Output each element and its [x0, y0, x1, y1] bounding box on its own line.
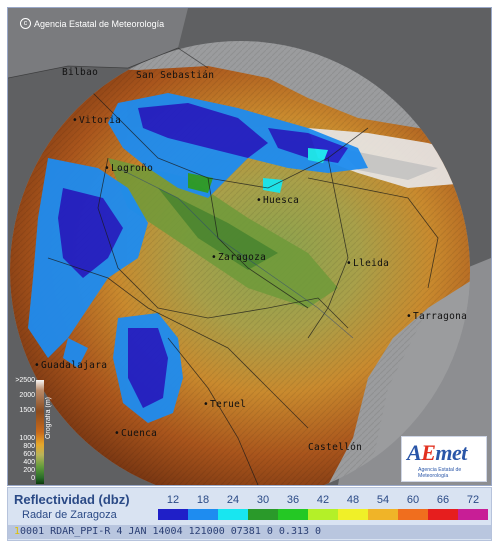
scale-swatch: [368, 509, 398, 520]
scale-swatch: [458, 509, 488, 520]
scale-swatch: [308, 509, 338, 520]
scale-label: 36: [286, 494, 300, 506]
scale-label: 48: [346, 494, 360, 506]
scale-label: 54: [376, 494, 390, 506]
elevation-legend: >2500 2000 1500 1000 800 600 400 200 0 O…: [11, 377, 57, 485]
scale-swatch: [428, 509, 458, 520]
city-label-san-sebastian: San Sebastián: [136, 70, 215, 81]
elevation-tick: 600: [23, 451, 35, 458]
scale-label: 72: [466, 494, 480, 506]
aemet-logo: AEmet Agencia Estatal de Meteorología: [401, 436, 487, 482]
product-info-lead: 1: [14, 526, 21, 537]
city-label-zaragoza: Zaragoza: [211, 252, 266, 263]
city-label-castellon: Castellón: [308, 442, 363, 453]
city-label-teruel: Teruel: [203, 399, 246, 410]
aemet-logo-wordmark: AEmet: [407, 440, 467, 465]
city-label-huesca: Huesca: [256, 195, 299, 206]
product-info-text: 0001 RDAR_PPI-R 4 JAN 14004 121000 07381…: [20, 526, 322, 537]
elevation-tick: 800: [23, 443, 35, 450]
scale-label: 12: [166, 494, 180, 506]
city-label-logrono: Logroño: [104, 163, 153, 174]
scale-swatch: [338, 509, 368, 520]
elevation-tick: 200: [23, 467, 35, 474]
elevation-tick: >2500: [15, 377, 35, 384]
city-label-bilbao: Bilbao: [62, 67, 99, 78]
scale-label: 24: [226, 494, 240, 506]
scale-label: 30: [256, 494, 270, 506]
agency-name: Agencia Estatal de Meteorología: [34, 18, 165, 29]
scale-swatch: [248, 509, 278, 520]
elevation-tick: 1500: [19, 407, 35, 414]
scale-swatch: [278, 509, 308, 520]
scale-swatch: [158, 509, 188, 520]
copyright-notice: c Agencia Estatal de Meteorología: [20, 18, 164, 29]
scale-label: 42: [316, 494, 330, 506]
elevation-legend-label: Orografía (m): [45, 397, 52, 440]
scale-swatch: [398, 509, 428, 520]
scale-swatch: [188, 509, 218, 520]
copyright-icon: c: [20, 18, 31, 29]
city-label-guadalajara: Guadalajara: [34, 360, 107, 371]
city-label-vitoria: Vitoria: [72, 115, 121, 126]
elevation-color-bar: [36, 380, 44, 484]
scale-swatch: [218, 509, 248, 520]
city-label-cuenca: Cuenca: [114, 428, 157, 439]
map-canvas: [8, 8, 491, 485]
elevation-tick: 1000: [19, 435, 35, 442]
elevation-tick: 400: [23, 459, 35, 466]
elevation-tick: 2000: [19, 392, 35, 399]
aemet-logo-subtitle: Agencia Estatal de Meteorología: [418, 467, 462, 479]
city-label-tarragona: Tarragona: [406, 311, 467, 322]
scale-label: 60: [406, 494, 420, 506]
reflectivity-legend-panel: Reflectividad (dbz) Radar de Zaragoza 12…: [7, 487, 492, 541]
city-label-lleida: Lleida: [346, 258, 389, 269]
radar-name: Radar de Zaragoza: [22, 509, 117, 521]
legend-title: Reflectividad (dbz): [14, 492, 130, 507]
radar-map: c Agencia Estatal de Meteorología Bilbao…: [7, 7, 492, 486]
scale-label: 18: [196, 494, 210, 506]
elevation-tick: 0: [31, 475, 35, 482]
product-info-strip: 10001 RDAR_PPI-R 4 JAN 14004 121000 0738…: [8, 525, 491, 539]
scale-label: 66: [436, 494, 450, 506]
